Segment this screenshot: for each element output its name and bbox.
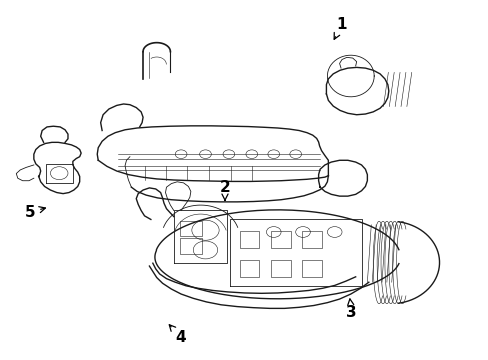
Bar <box>271 260 290 277</box>
Text: 1: 1 <box>333 17 346 39</box>
Bar <box>302 231 321 248</box>
Text: 3: 3 <box>346 299 356 320</box>
Bar <box>239 260 259 277</box>
Bar <box>271 231 290 248</box>
Text: 4: 4 <box>169 325 186 345</box>
Bar <box>180 221 202 235</box>
Text: 5: 5 <box>24 205 45 220</box>
Bar <box>180 238 202 253</box>
Bar <box>302 260 321 277</box>
Text: 2: 2 <box>219 180 230 201</box>
Bar <box>239 231 259 248</box>
